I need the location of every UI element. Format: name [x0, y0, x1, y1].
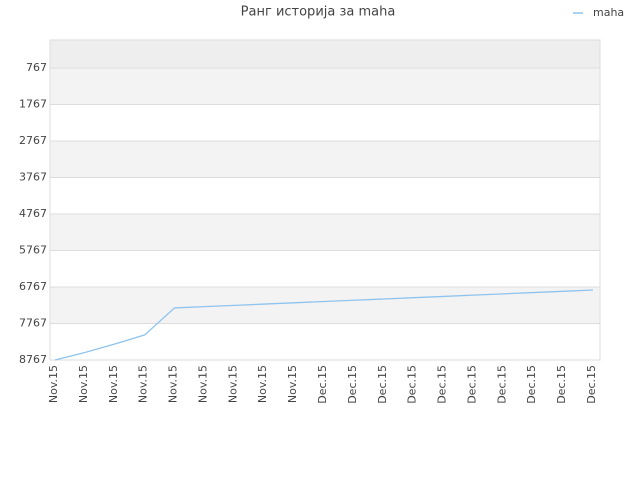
x-tick-label: Dec.15 [406, 365, 419, 404]
legend-label: maha [593, 6, 624, 19]
x-tick-label: Nov.15 [226, 365, 239, 403]
x-tick-label: Dec.15 [525, 365, 538, 404]
grid-band [50, 213, 600, 251]
x-tick-label: Dec.15 [585, 365, 598, 404]
x-tick-label: Dec.15 [316, 365, 329, 404]
x-tick-label: Nov.15 [256, 365, 269, 403]
y-tick-label: 5767 [19, 243, 47, 256]
line [54, 289, 594, 361]
chart-title: Ранг историја за maha [241, 5, 396, 20]
grid-band [50, 104, 600, 141]
y-tick-label: 6767 [19, 280, 47, 293]
grid-band [50, 250, 600, 287]
grid-band [50, 67, 600, 105]
grid-band [50, 140, 600, 178]
y-tick-label: 8767 [19, 353, 47, 366]
x-tick-label: Dec.15 [465, 365, 478, 404]
x-tick-label: Dec.15 [376, 365, 389, 404]
x-tick-label: Dec.15 [555, 365, 568, 404]
grid-band [50, 177, 600, 214]
x-tick-label: Nov.15 [167, 365, 180, 403]
x-tick-label: Nov.15 [107, 365, 120, 403]
y-tick-label: 4767 [19, 207, 47, 220]
x-tick-label: Nov.15 [286, 365, 299, 403]
y-tick-label: 7767 [19, 316, 47, 329]
x-tick-label: Nov.15 [137, 365, 150, 403]
grid-band [50, 323, 600, 360]
x-tick-label: Nov.15 [196, 365, 209, 403]
grid-band [50, 286, 600, 324]
grid-band [50, 40, 600, 68]
y-tick-label: 3767 [19, 170, 47, 183]
y-tick-label: 2767 [19, 134, 47, 147]
x-tick-label: Nov.15 [47, 365, 60, 403]
x-tick-label: Dec.15 [495, 365, 508, 404]
x-tick-label: Dec.15 [436, 365, 449, 404]
x-tick-label: Dec.15 [346, 365, 359, 404]
x-tick-label: Nov.15 [77, 365, 90, 403]
y-tick-label: 767 [26, 61, 47, 74]
y-tick-label: 1767 [19, 97, 47, 110]
